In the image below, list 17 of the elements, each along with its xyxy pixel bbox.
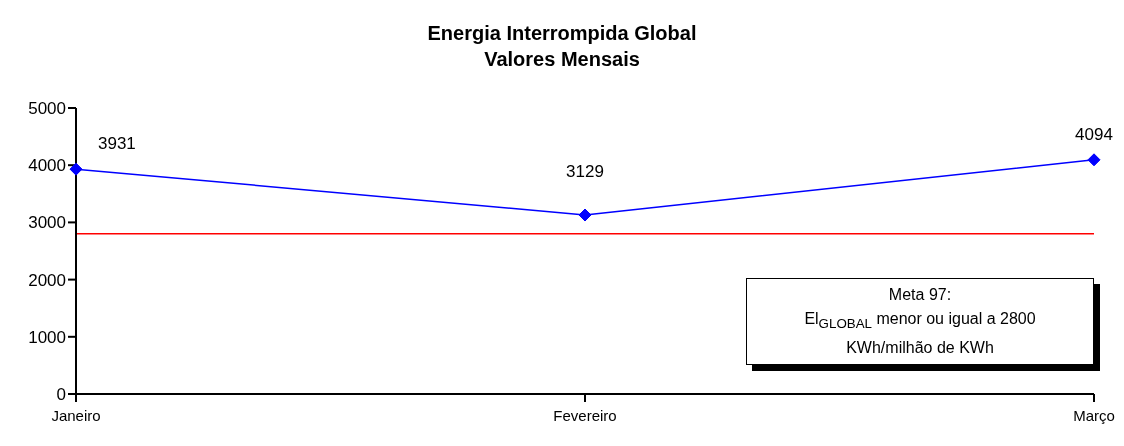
y-tick-label: 4000 <box>28 156 66 176</box>
x-tick-label: Janeiro <box>51 406 101 424</box>
data-label: 3931 <box>98 134 136 154</box>
y-tick-label: 1000 <box>28 327 66 347</box>
x-tick-label: Fevereiro <box>553 406 617 424</box>
point <box>69 162 83 176</box>
point <box>578 208 592 222</box>
data-label: 3129 <box>566 162 604 182</box>
y-tick-label: 2000 <box>28 270 66 290</box>
y-tick-label: 5000 <box>28 99 66 119</box>
x-tick-label: Março <box>1073 406 1115 424</box>
chart-subtitle: Valores Mensais <box>483 47 641 72</box>
point <box>1087 153 1101 167</box>
y-tick-label: 3000 <box>28 213 66 233</box>
chart-title: Energia Interrompida Global <box>426 21 698 46</box>
data-label: 4094 <box>1075 124 1113 144</box>
y-tick-label: 0 <box>56 385 66 405</box>
